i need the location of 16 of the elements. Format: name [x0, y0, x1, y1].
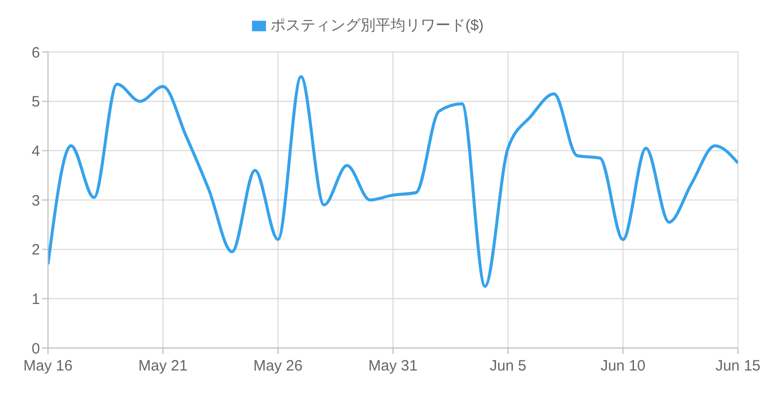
x-tick-label: Jun 10 — [600, 358, 646, 375]
x-tick-label: May 26 — [253, 358, 303, 375]
y-tick-label: 4 — [32, 142, 40, 160]
y-tick-label: 1 — [32, 290, 40, 308]
x-tick-label: Jun 15 — [715, 358, 761, 375]
x-tick-label: Jun 5 — [490, 358, 526, 375]
legend-label: ポスティング別平均リワード($) — [270, 17, 484, 34]
y-tick-label: 3 — [32, 192, 40, 210]
y-tick-label: 6 — [32, 44, 40, 62]
x-tick-label: May 31 — [368, 358, 418, 375]
x-tick-label: May 16 — [23, 358, 73, 375]
y-tick-label: 2 — [32, 242, 40, 259]
y-tick-label: 5 — [32, 94, 40, 111]
x-tick-label: May 21 — [138, 358, 188, 375]
y-tick-label: 0 — [32, 340, 40, 358]
line-series — [48, 75, 738, 288]
